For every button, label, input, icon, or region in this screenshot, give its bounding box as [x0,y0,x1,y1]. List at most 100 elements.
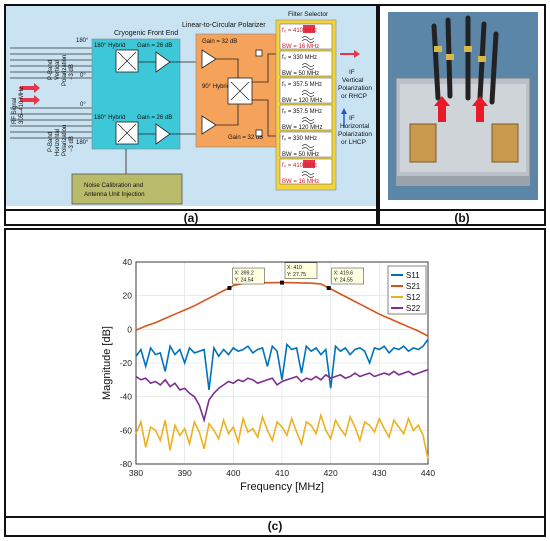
x-tick-label: 390 [178,468,192,478]
pol-amp-bot [201,115,217,135]
datatip-x: X: 419.6 [334,271,353,277]
series-line-s11 [135,338,429,390]
panel-c: 380 390 400 410 420 430 440 -80 -60 -40 -20 0 20 40 Fr… [4,228,546,537]
noise-line-2: Antenna Unit Injection [84,191,145,198]
caption-b: (b) [454,211,470,225]
y-tick-label: 0 [127,324,132,334]
phase-180-top: 180° [76,38,89,44]
datatip-box [284,262,318,279]
filter-symbol [301,171,315,178]
legend-label: S12 [406,293,421,302]
datatip-y: Y: 24.54 [234,278,253,284]
horizontal-input-lines [10,107,92,139]
h-label-3: Polarization [62,125,68,156]
v-label-3: Polarization [62,55,68,86]
out-top-3: Polarization [338,85,372,92]
filter-highlight [303,25,315,33]
cryo-title: Cryogenic Front End [114,30,178,37]
y-tick-label: 40 [123,257,133,267]
filter-highlight [303,160,315,168]
caption-a: (a) [183,211,199,225]
noise-line-1: Noise Calibration and [84,182,144,189]
out-top-1: IF [349,69,355,76]
datatip-marker [326,286,331,291]
x-axis-label: Frequency [MHz] [240,481,324,493]
legend-label: S21 [406,282,421,291]
x-tick-label: 380 [129,468,143,478]
filter-bw: BW = 16 MHz [282,179,319,185]
out-bot-4: or LHCP [341,139,366,146]
v-label-4: −3 dB [69,64,75,80]
photo-arrow-right [472,96,488,122]
phase-0-bot: 0° [80,102,86,108]
filter-symbol [301,90,315,97]
filter-symbol [301,117,315,124]
pol-gain-bot: Gain = 32 dB [228,135,263,141]
filter-fc: f₀ = 357.5 MHz [282,82,322,88]
coax-cables [431,15,499,105]
y-tick-label: -40 [120,392,133,402]
filter-symbol [301,36,315,43]
out-bot-1: IF [349,115,355,122]
filter-fc: f₀ = 330 MHz [282,136,317,142]
filter-symbol [301,144,315,151]
filter-fc: f₀ = 330 MHz [282,55,317,61]
filter-list: f₀ = 410 MHz BW = 16 MHz f₀ = 330 MHz BW = … [279,23,333,185]
hardware-photo [380,6,544,206]
datatip-marker [280,280,284,285]
datatip-y: Y: 27.75 [287,272,306,278]
datatip-box [232,267,265,285]
out-top-2: Vertical [342,77,364,84]
datatip-x: X: 410 [287,265,302,271]
legend-label: S22 [406,304,421,313]
rf-signal-label: RF Signal [12,98,18,124]
v-label-2: Vertical [55,60,61,80]
phase-0-top: 0° [80,73,86,79]
h-label-4: −3 dB [69,136,75,152]
x-tick-label: 440 [421,468,435,478]
datatip-marker [227,286,232,291]
rf-arrow-bottom [20,95,40,105]
series-line-s12 [135,412,429,460]
rf-band-label: 305–410 MHz [19,87,25,124]
cryo-gain-top: Gain = 26 dB [137,43,172,49]
y-tick-label: -80 [120,459,133,469]
pol-hybrid: 90° Hybrid [202,84,230,90]
out-arrow-red [340,50,360,58]
cryo-gain-bot: Gain = 26 dB [137,115,172,121]
pol-amp-top [201,49,217,69]
cryo-hybrid-top: 180° Hybrid [94,43,125,49]
x-tick-label: 410 [275,468,289,478]
filter-bw: BW = 50 MHz [282,152,319,158]
filter-bw: BW = 50 MHz [282,71,319,77]
filter-cell [279,50,333,77]
x-tick-label: 400 [226,468,240,478]
datatip-y: Y: 24.55 [334,278,353,284]
h-label-1: P-Band [48,132,54,152]
filter-fc: f₀ = 357.5 MHz [282,109,322,115]
filter-fc: f₀ = 410 MHz [282,163,317,169]
filter-fc: f₀ = 410 MHz [282,28,317,34]
panel-a: RF Signal 305–410 MHz P-Band Vertical Po… [4,4,378,226]
out-top-4: or RHCP [341,93,367,100]
y-tick-label: -60 [120,425,133,435]
y-tick-label: -20 [120,358,133,368]
datatip-box [331,267,364,285]
pol-gain-top: Gain = 32 dB [202,39,237,45]
x-tick-label: 420 [324,468,338,478]
filter-bw: BW = 16 MHz [282,44,319,50]
datatip-x: X: 399.2 [234,271,253,277]
x-tick-label: 430 [372,468,386,478]
cryo-hybrid-bot: 180° Hybrid [94,115,125,121]
filter-bw: BW = 120 MHz [282,98,323,104]
block-diagram: RF Signal 305–410 MHz P-Band Vertical Po… [6,6,376,206]
rf-arrow-top [20,83,40,93]
filter-bw: BW = 120 MHz [282,125,323,131]
photo-arrow-left [434,96,450,122]
filter-box-right [491,123,519,163]
out-bot-3: Polarization [338,131,372,138]
legend-label: S11 [406,271,420,280]
filter-symbol [301,63,315,70]
phase-180-bot: 180° [76,140,89,146]
v-label-1: P-Band [48,60,54,80]
